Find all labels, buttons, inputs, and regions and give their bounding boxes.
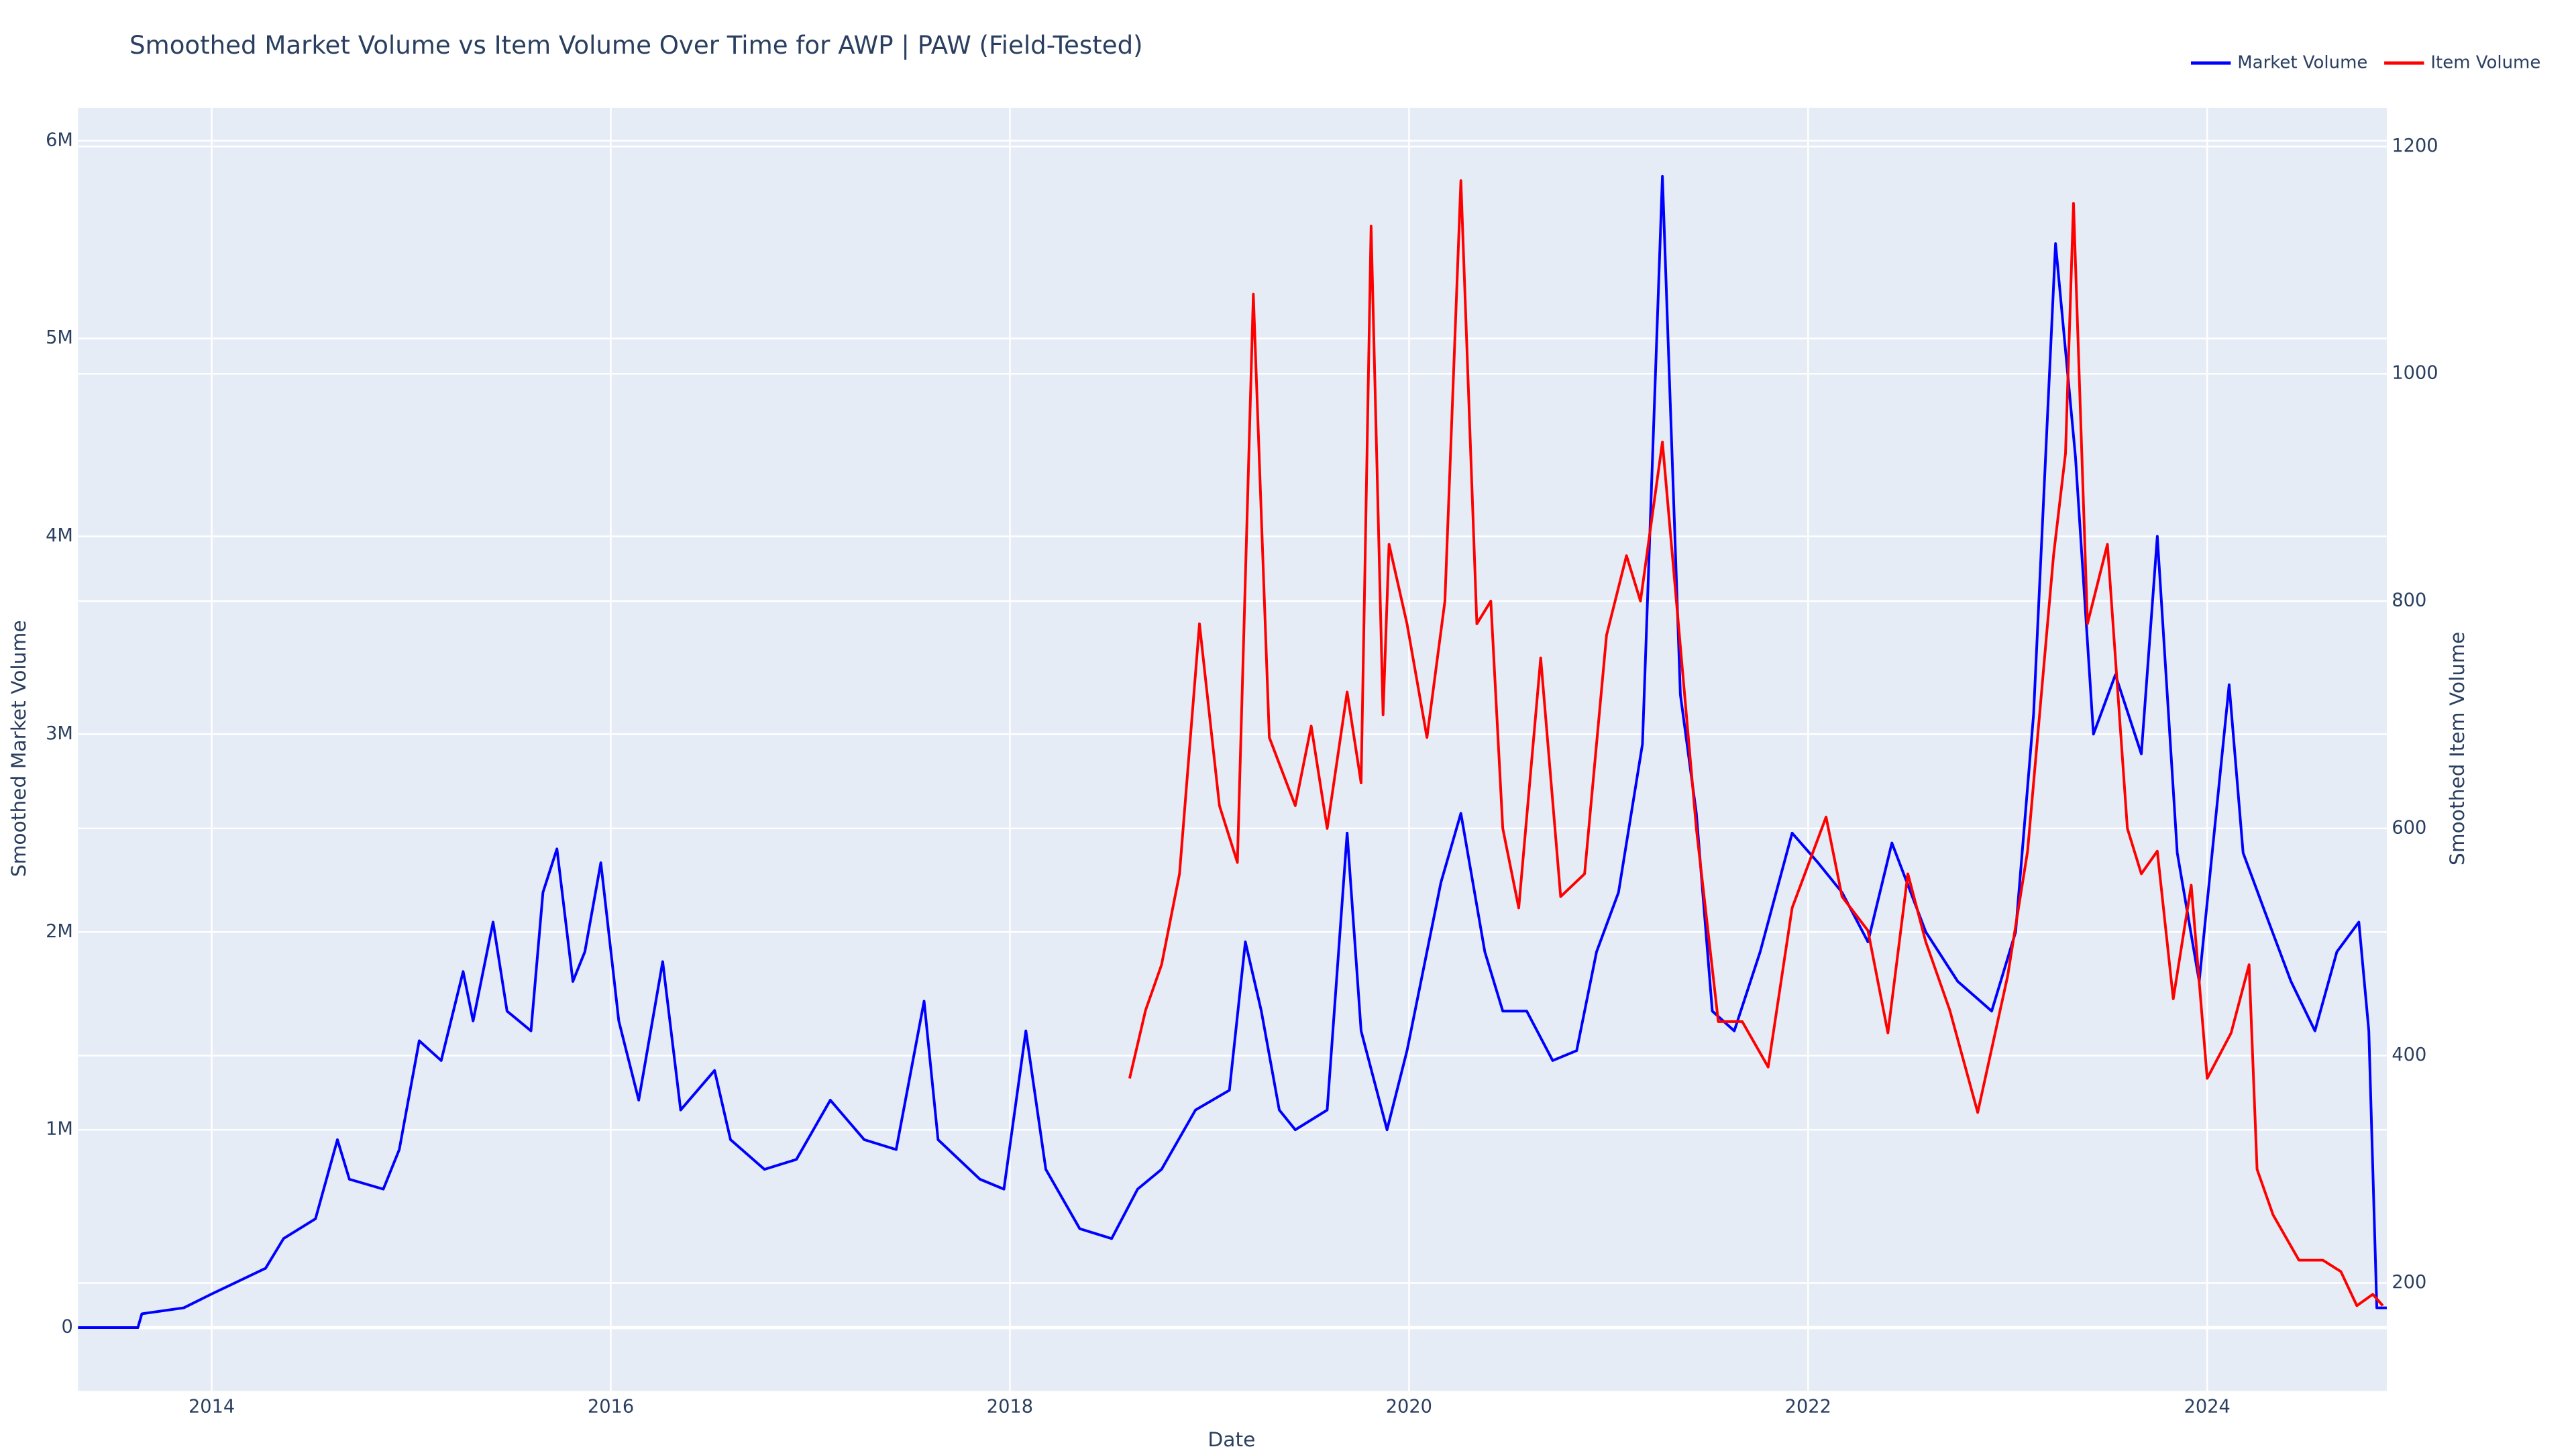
y-tick-label: 5M <box>46 327 73 348</box>
x-tick-label: 2016 <box>588 1397 634 1417</box>
legend: Market Volume Item Volume <box>2190 53 2540 73</box>
y2-tick-label: 200 <box>2392 1272 2426 1293</box>
x-tick-label: 2022 <box>1785 1397 1831 1417</box>
labels: 2014 2016 2018 2020 2022 2024 0 1M 2M 3M 4M 5M 6M 200… <box>46 129 2438 1417</box>
y2-axis-title: Smoothed Item Volume <box>2446 632 2469 866</box>
y-tick-label: 1M <box>46 1119 73 1140</box>
y-axis-title: Smoothed Market Volume <box>7 620 31 877</box>
lines <box>78 174 2387 1330</box>
plot-area <box>78 107 2387 1391</box>
y-tick-label: 6M <box>46 129 73 150</box>
y2-tick-label: 400 <box>2392 1044 2426 1065</box>
x-tick-label: 2018 <box>987 1397 1033 1417</box>
legend-label: Market Volume <box>2237 53 2367 73</box>
y2-tick-label: 1200 <box>2392 136 2438 156</box>
y2-tick-label: 600 <box>2392 817 2426 838</box>
y2-tick-label: 800 <box>2392 590 2426 611</box>
y-tick-label: 2M <box>46 921 73 942</box>
y-tick-label: 0 <box>62 1317 73 1338</box>
y2-tick-label: 1000 <box>2392 363 2438 384</box>
y-tick-label: 4M <box>46 525 73 546</box>
chart-title: Smoothed Market Volume vs Item Volume Ov… <box>129 31 1143 60</box>
x-tick-label: 2020 <box>1386 1397 1432 1417</box>
x-tick-label: 2014 <box>189 1397 235 1417</box>
line-series <box>1128 179 2384 1307</box>
x-tick-label: 2024 <box>2184 1397 2231 1417</box>
legend-label: Item Volume <box>2430 53 2540 73</box>
line-series <box>78 174 2387 1330</box>
x-axis-title: Date <box>1208 1428 1255 1449</box>
y-tick-label: 3M <box>46 723 73 744</box>
